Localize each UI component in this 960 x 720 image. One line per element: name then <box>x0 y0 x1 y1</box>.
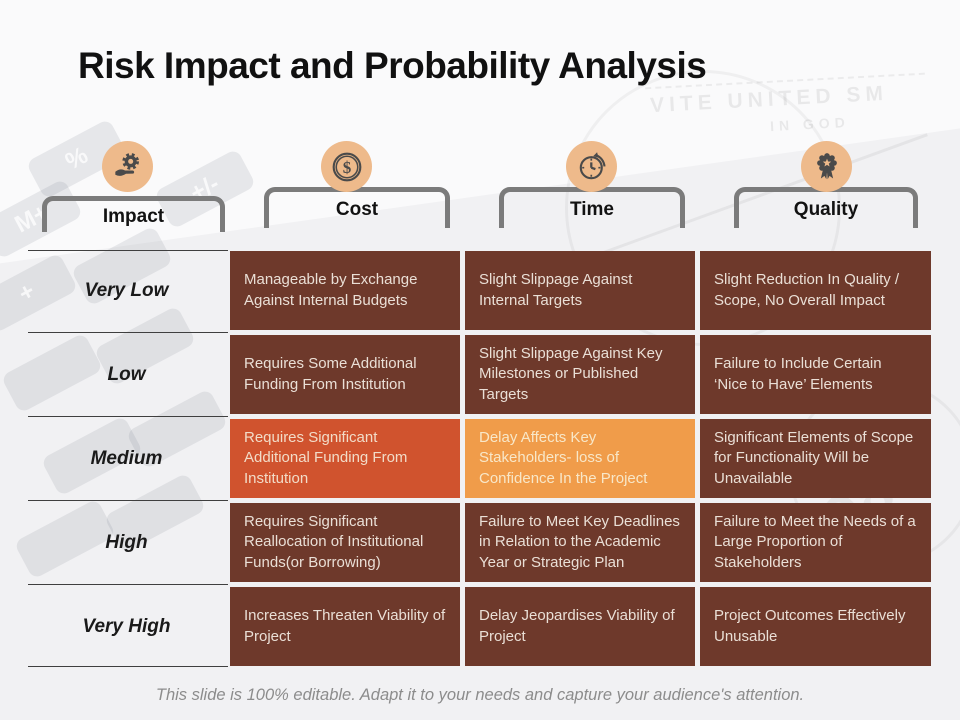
row-label-low: Low <box>107 363 146 385</box>
time-icon-badge <box>566 141 617 192</box>
row-separator-line <box>28 416 228 417</box>
slide-title: Risk Impact and Probability Analysis <box>78 44 707 86</box>
column-header-label: Impact <box>102 205 165 227</box>
award-ribbon-icon <box>816 152 837 179</box>
dollar-coin-icon: $ <box>332 152 361 181</box>
quality-icon-badge <box>801 141 852 192</box>
cell-medium-cost-highlighted: Requires Significant Additional Funding … <box>230 419 460 498</box>
cell-high-quality: Failure to Meet the Needs of a Large Pro… <box>700 503 931 582</box>
row-label-high: High <box>105 531 148 553</box>
cell-high-time: Failure to Meet Key Deadlines in Relatio… <box>465 503 695 582</box>
column-header-label: Cost <box>335 199 379 220</box>
column-header-impact: Impact <box>42 196 225 232</box>
cell-very-low-time: Slight Slippage Against Internal Targets <box>465 251 695 330</box>
svg-text:$: $ <box>342 158 351 177</box>
cell-very-low-cost: Manageable by Exchange Against Internal … <box>230 251 460 330</box>
column-header-label: Quality <box>793 199 859 220</box>
cell-high-cost: Requires Significant Reallocation of Ins… <box>230 503 460 582</box>
clock-refresh-icon <box>579 151 606 179</box>
cost-icon-badge: $ <box>321 141 372 192</box>
risk-matrix-table: Very Low Manageable by Exchange Against … <box>28 250 931 667</box>
cell-very-high-quality: Project Outcomes Effectively Unusable <box>700 587 931 666</box>
row-separator-line <box>28 584 228 585</box>
cell-medium-time-highlighted: Delay Affects Key Stakeholders- loss of … <box>465 419 695 498</box>
row-label-very-low: Very Low <box>84 279 169 301</box>
row-separator-line <box>28 332 228 333</box>
impact-icon-badge <box>102 141 153 192</box>
row-label-medium: Medium <box>90 447 163 469</box>
row-separator-line <box>28 666 228 667</box>
column-header-cost: Cost <box>264 187 450 228</box>
cell-very-low-quality: Slight Reduction In Quality / Scope, No … <box>700 251 931 330</box>
row-label-very-high: Very High <box>82 615 171 637</box>
row-separator-line <box>28 500 228 501</box>
column-header-label: Time <box>569 199 614 220</box>
column-header-time: Time <box>499 187 685 228</box>
background-key-glyph: % <box>61 141 93 176</box>
cell-medium-quality: Significant Elements of Scope for Functi… <box>700 419 931 498</box>
cell-low-quality: Failure to Include Certain ‘Nice to Have… <box>700 335 931 414</box>
cell-low-time: Slight Slippage Against Key Milestones o… <box>465 335 695 414</box>
hand-gear-icon <box>114 152 139 176</box>
row-separator-line <box>28 250 228 251</box>
cell-very-high-cost: Increases Threaten Viability of Project <box>230 587 460 666</box>
column-header-quality: Quality <box>734 187 918 228</box>
cell-very-high-time: Delay Jeopardises Viability of Project <box>465 587 695 666</box>
cell-low-cost: Requires Some Additional Funding From In… <box>230 335 460 414</box>
editable-note: This slide is 100% editable. Adapt it to… <box>155 686 805 704</box>
